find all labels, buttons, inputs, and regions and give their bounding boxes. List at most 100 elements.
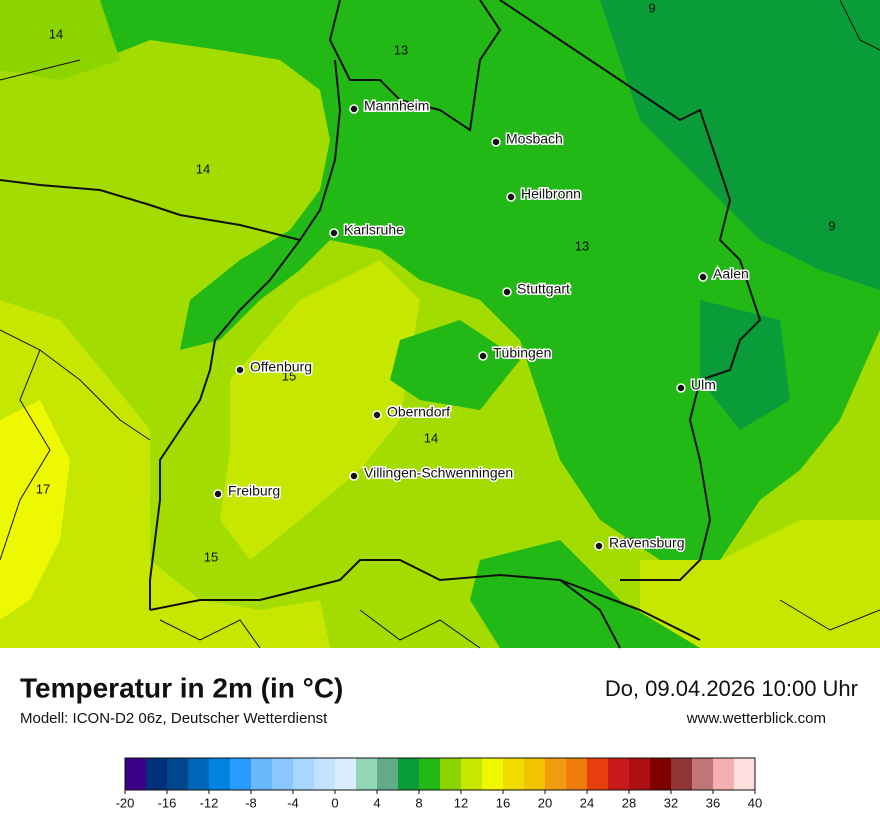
value-label: 14 <box>196 161 210 176</box>
city-label: Freiburg <box>228 483 280 499</box>
colorbar-tick-label: 16 <box>496 795 510 810</box>
colorbar-segment <box>356 758 378 790</box>
border <box>149 559 621 649</box>
colorbar-segment <box>125 758 147 790</box>
colorbar-segment <box>482 758 504 790</box>
city-label: Villingen-Schwenningen <box>364 465 513 481</box>
city-dot <box>349 104 359 114</box>
border <box>0 349 51 561</box>
colorbar-segment <box>524 758 546 790</box>
city-label: Tübingen <box>493 345 551 361</box>
colorbar-tick-label: -8 <box>245 795 257 810</box>
colorbar-tick-label: -4 <box>287 795 299 810</box>
colorbar-segment <box>608 758 630 790</box>
colorbar-frame <box>124 757 756 791</box>
border <box>149 239 301 610</box>
cool-area <box>390 320 520 410</box>
colorbar-segment <box>251 758 273 790</box>
colorbar-segment <box>566 758 588 790</box>
warmest-area <box>0 400 70 620</box>
colorbar-tick-label: 4 <box>373 795 380 810</box>
value-label: 15 <box>282 368 296 383</box>
colorbar-tick-label: 8 <box>415 795 422 810</box>
city-dot <box>372 410 382 420</box>
city-dot <box>349 471 359 481</box>
map: 14 13 9 14 13 9 15 14 17 15 12 Mannheim … <box>0 0 880 649</box>
warm-area <box>640 520 880 648</box>
city-dot <box>478 351 488 361</box>
subtitle: Modell: ICON-D2 06z, Deutscher Wetterdie… <box>20 710 328 727</box>
colorbar-segment <box>650 758 672 790</box>
colorbar-segment <box>629 758 651 790</box>
border <box>0 329 151 441</box>
value-label: 14 <box>49 26 63 41</box>
colorbar-tick-label: -12 <box>200 795 219 810</box>
city-dot <box>235 365 245 375</box>
value-label: 9 <box>828 218 835 233</box>
border <box>779 599 880 631</box>
city-dot <box>698 272 708 282</box>
city-label: Mannheim <box>364 98 429 114</box>
city-label: Heilbronn <box>521 186 581 202</box>
colorbar-segment <box>461 758 483 790</box>
value-label: 17 <box>36 481 50 496</box>
coolest-area <box>700 300 790 430</box>
colorbar-tick-label: -20 <box>116 795 135 810</box>
coolest-area <box>600 0 880 290</box>
value-label: 13 <box>394 42 408 57</box>
colorbar-segment <box>335 758 357 790</box>
value-label: 13 <box>575 238 589 253</box>
colorbar-segment <box>713 758 735 790</box>
datetime: Do, 09.04.2026 10:00 Uhr <box>605 676 858 701</box>
website: www.wetterblick.com <box>686 710 826 727</box>
border <box>499 0 762 581</box>
city-label: Ulm <box>691 377 716 393</box>
value-label: 14 <box>424 430 438 445</box>
colorbar-segment <box>293 758 315 790</box>
colorbar-tick-label: 28 <box>622 795 636 810</box>
city-dot <box>506 192 516 202</box>
colorbar-segment <box>188 758 210 790</box>
city-dot <box>502 287 512 297</box>
area <box>0 0 120 80</box>
colorbar-segment <box>167 758 189 790</box>
border <box>0 59 81 81</box>
colorbar-segment <box>671 758 693 790</box>
city-dot <box>213 489 223 499</box>
colorbar-segment <box>419 758 441 790</box>
city-label: Mosbach <box>506 131 563 147</box>
value-label: 15 <box>204 549 218 564</box>
colorbar-tick-label: 0 <box>331 795 338 810</box>
colorbar-segment <box>146 758 168 790</box>
cool-area <box>470 540 700 648</box>
warm-area <box>220 260 420 560</box>
colorbar-segment <box>734 758 756 790</box>
border <box>0 59 342 242</box>
colorbar-tick-label: -16 <box>158 795 177 810</box>
title: Temperatur in 2m (in °C) <box>20 672 343 703</box>
city-label: Karlsruhe <box>344 222 404 238</box>
city-label: Oberndorf <box>387 404 450 420</box>
colorbar-segment <box>398 758 420 790</box>
city-label: Ravensburg <box>609 535 685 551</box>
city-label: Stuttgart <box>517 281 570 297</box>
colorbar-segment <box>272 758 294 790</box>
colorbar: -20 -16 -12 -8 -4 0 4 8 12 16 20 24 28 32 36 40 <box>116 757 762 810</box>
city-dot <box>491 137 501 147</box>
border <box>359 609 481 649</box>
colorbar-tick-label: 24 <box>580 795 594 810</box>
colorbar-segment <box>692 758 714 790</box>
value-label: 9 <box>648 0 655 15</box>
colorbar-segment <box>545 758 567 790</box>
border <box>328 0 502 132</box>
colorbar-tick-label: 36 <box>706 795 720 810</box>
colorbar-segment <box>377 758 399 790</box>
city-dot <box>676 383 686 393</box>
colorbar-segment <box>314 758 336 790</box>
city-dot <box>594 541 604 551</box>
colorbar-segment <box>587 758 609 790</box>
city-label: Aalen <box>713 266 749 282</box>
value-label: 12 <box>622 534 636 549</box>
city-label: Offenburg <box>250 359 312 375</box>
colorbar-tick-label: 40 <box>748 795 762 810</box>
